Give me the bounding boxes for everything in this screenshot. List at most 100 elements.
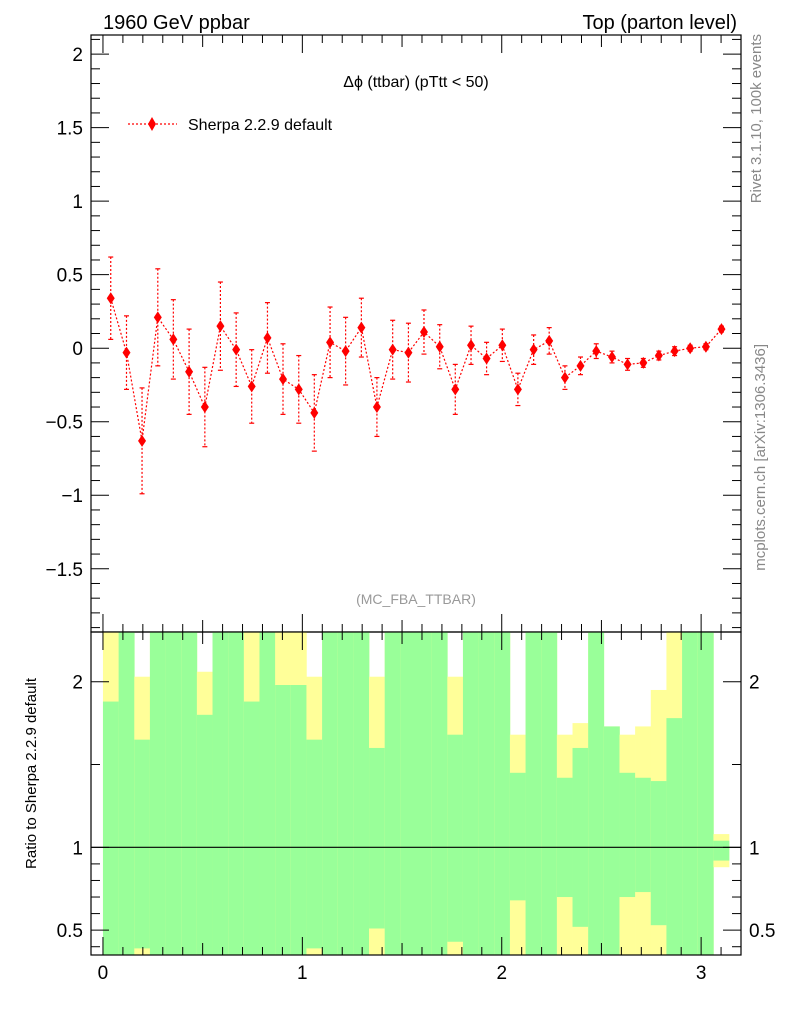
ratio-band-green — [619, 772, 636, 898]
data-point — [200, 401, 209, 414]
ratio-band-green — [243, 701, 260, 955]
data-point — [169, 333, 178, 346]
data-point — [388, 343, 397, 356]
ratio-band-green — [462, 632, 479, 955]
ratio-band-green — [102, 701, 119, 955]
ratio-xtick-label: 0 — [98, 963, 109, 984]
ratio-band-green — [478, 632, 495, 955]
data-point — [372, 401, 381, 414]
ratio-band-green — [697, 632, 714, 955]
data-point — [467, 339, 476, 352]
ratio-ytick-label: 0.5 — [57, 921, 83, 942]
ratio-band-green — [431, 632, 448, 955]
main-ytick-label: 1 — [72, 192, 83, 213]
data-point — [279, 373, 288, 386]
data-point — [498, 339, 507, 352]
ratio-band-green — [306, 739, 323, 949]
data-point — [435, 340, 444, 353]
data-point — [185, 365, 194, 378]
ratio-ytick-label-right: 0.5 — [749, 921, 775, 942]
ratio-band-green — [259, 632, 276, 955]
ratio-xtick-label: 2 — [496, 963, 507, 984]
data-point — [717, 323, 726, 336]
data-point — [106, 292, 115, 305]
header-right: Top (parton level) — [582, 12, 737, 34]
main-ytick-label: 0 — [72, 339, 83, 360]
ratio-band-green — [353, 632, 370, 955]
data-point — [451, 383, 460, 396]
data-point — [263, 331, 272, 344]
header-left: 1960 GeV ppbar — [103, 12, 250, 34]
ratio-band-green — [447, 734, 464, 942]
legend-entry: Sherpa 2.2.9 default — [188, 117, 333, 134]
ratio-bands — [102, 632, 730, 955]
data-point — [701, 340, 710, 353]
data-point — [404, 346, 413, 359]
data-point — [326, 336, 335, 349]
data-point — [341, 345, 350, 358]
series-line — [110, 298, 722, 441]
ratio-ytick-label-right: 2 — [749, 673, 760, 694]
main-ytick-label: 2 — [72, 45, 83, 66]
ratio-band-green — [228, 632, 245, 955]
ratio-band-green — [525, 632, 542, 955]
ratio-band-green — [275, 685, 292, 955]
ratio-band-green — [196, 714, 213, 955]
mcplots-label: mcplots.cern.ch [arXiv:1306.3436] — [752, 344, 769, 571]
ratio-ticks: 2 2 1 1 0.5 0.5 0 1 2 3 — [57, 632, 775, 984]
data-point — [592, 345, 601, 358]
ratio-band-green — [337, 632, 354, 955]
ratio-band-green — [635, 777, 652, 893]
data-point — [639, 356, 648, 369]
main-panel: 2 1.5 1 0.5 0 −0.5 −1 −1.5 Δϕ (ttbar) (pTtt < 5… — [45, 34, 742, 633]
main-ytick-label: −1 — [61, 486, 83, 507]
main-series-layer — [106, 256, 726, 495]
ratio-band-green — [666, 718, 683, 955]
ratio-band-green — [682, 632, 699, 955]
ratio-band-green — [181, 632, 198, 955]
ratio-ytick-label-right: 1 — [749, 838, 760, 859]
data-point — [419, 326, 428, 339]
data-point — [357, 321, 366, 334]
data-point — [654, 349, 663, 362]
ratio-frame — [90, 631, 742, 956]
ratio-band-green — [713, 840, 730, 861]
ratio-band-green — [290, 685, 307, 955]
data-point — [607, 351, 616, 364]
data-point — [686, 342, 695, 355]
ratio-band-green — [556, 777, 573, 898]
ratio-band-green — [118, 632, 135, 955]
ratio-band-green — [650, 781, 667, 926]
data-point — [623, 358, 632, 371]
ratio-band-green — [572, 747, 589, 927]
ratio-xtick-label: 3 — [696, 963, 707, 984]
data-point — [122, 346, 131, 359]
main-ytick-label: −1.5 — [45, 560, 83, 581]
ratio-ytick-label: 1 — [72, 838, 83, 859]
ratio-band-green — [134, 739, 151, 949]
ratio-band-green — [416, 632, 432, 955]
main-ytick-label: 0.5 — [57, 266, 83, 287]
ratio-band-green — [165, 632, 182, 955]
data-point — [216, 320, 225, 333]
main-ticks: 2 1.5 1 0.5 0 −0.5 −1 −1.5 — [45, 35, 741, 632]
data-point — [247, 380, 256, 393]
data-point — [670, 345, 679, 358]
data-point — [560, 371, 569, 384]
data-point — [529, 343, 538, 356]
data-point — [482, 352, 491, 365]
data-point — [545, 334, 554, 347]
watermark: (MC_FBA_TTBAR) — [356, 591, 476, 607]
data-point — [310, 406, 319, 419]
legend-marker — [148, 117, 156, 131]
main-ytick-label: 1.5 — [57, 119, 83, 140]
legend: Sherpa 2.2.9 default — [128, 117, 333, 134]
ratio-xtick-label: 1 — [297, 963, 308, 984]
ratio-ylabel: Ratio to Sherpa 2.2.9 default — [23, 677, 40, 869]
rivet-label: Rivet 3.1.10, 100k events — [748, 34, 765, 203]
main-title: Δϕ (ttbar) (pTtt < 50) — [343, 74, 488, 91]
ratio-band-green — [541, 632, 558, 955]
ratio-band-green — [212, 632, 229, 955]
ratio-band-green — [400, 632, 417, 955]
